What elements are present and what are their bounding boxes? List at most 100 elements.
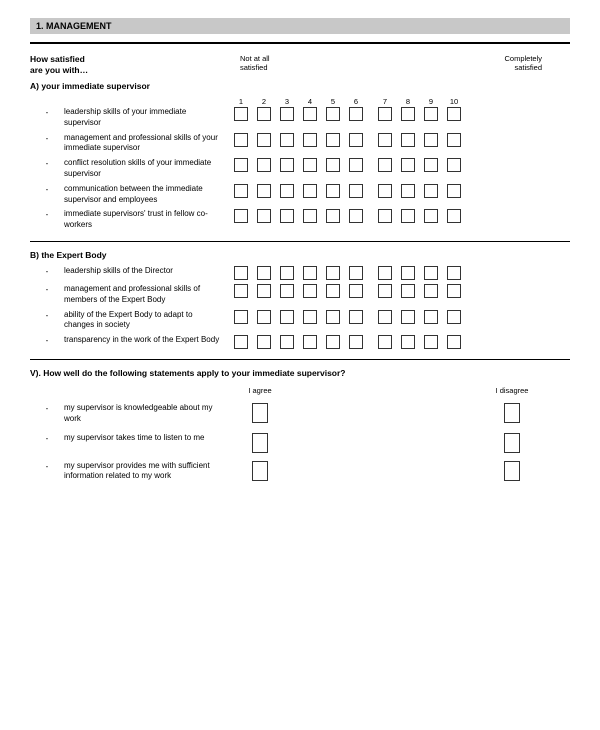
rating-checkbox[interactable] (349, 209, 363, 223)
rating-checkbox[interactable] (424, 266, 438, 280)
rating-checkbox[interactable] (349, 310, 363, 324)
rating-checkbox[interactable] (234, 107, 248, 121)
rating-checkbox[interactable] (303, 209, 317, 223)
rating-checkbox[interactable] (447, 335, 461, 349)
rating-checkbox[interactable] (401, 133, 415, 147)
rating-checkbox[interactable] (424, 133, 438, 147)
rating-checkbox[interactable] (401, 158, 415, 172)
rating-checkbox[interactable] (303, 158, 317, 172)
rating-checkbox[interactable] (257, 284, 271, 298)
rating-checkbox[interactable] (326, 266, 340, 280)
rating-checkbox[interactable] (280, 133, 294, 147)
disagree-checkbox[interactable] (504, 461, 520, 481)
rating-checkbox[interactable] (378, 133, 392, 147)
rating-checkbox[interactable] (234, 184, 248, 198)
rating-checkbox[interactable] (257, 158, 271, 172)
rating-checkbox[interactable] (257, 107, 271, 121)
rating-checkbox[interactable] (234, 209, 248, 223)
rating-checkbox[interactable] (378, 335, 392, 349)
anchor-disagree: I disagree (482, 386, 542, 395)
rating-checkbox[interactable] (447, 133, 461, 147)
rating-checkbox[interactable] (234, 158, 248, 172)
rating-checkbox[interactable] (349, 107, 363, 121)
rating-checkbox[interactable] (349, 158, 363, 172)
rating-checkbox[interactable] (424, 107, 438, 121)
rating-checkbox[interactable] (349, 284, 363, 298)
rating-checkbox[interactable] (326, 133, 340, 147)
rating-checkbox[interactable] (303, 310, 317, 324)
question-label: communication between the immediate supe… (64, 184, 230, 206)
rating-checkbox[interactable] (234, 335, 248, 349)
rating-checkbox[interactable] (401, 335, 415, 349)
rating-checkbox[interactable] (280, 158, 294, 172)
rating-checkbox[interactable] (424, 158, 438, 172)
rating-checkbox[interactable] (257, 133, 271, 147)
rating-checkbox[interactable] (326, 209, 340, 223)
rating-checkbox[interactable] (257, 310, 271, 324)
rating-checkbox[interactable] (257, 335, 271, 349)
rating-checkbox[interactable] (349, 335, 363, 349)
rating-checkbox[interactable] (378, 310, 392, 324)
rating-checkbox[interactable] (378, 184, 392, 198)
rating-checkbox[interactable] (280, 310, 294, 324)
rating-checkbox[interactable] (378, 266, 392, 280)
rating-checkbox[interactable] (303, 133, 317, 147)
rating-checkbox[interactable] (349, 184, 363, 198)
rating-checkbox[interactable] (257, 209, 271, 223)
disagree-checkbox[interactable] (504, 403, 520, 423)
agree-checkbox[interactable] (252, 433, 268, 453)
rating-checkbox[interactable] (424, 335, 438, 349)
rating-checkbox[interactable] (303, 107, 317, 121)
rating-checkbox[interactable] (401, 310, 415, 324)
rating-checkbox[interactable] (424, 209, 438, 223)
rating-checkbox[interactable] (257, 184, 271, 198)
rating-checkbox[interactable] (326, 184, 340, 198)
rating-checkbox[interactable] (401, 107, 415, 121)
rating-checkbox[interactable] (234, 133, 248, 147)
rating-checkbox[interactable] (447, 184, 461, 198)
rating-checkbox[interactable] (326, 335, 340, 349)
rating-checkbox[interactable] (447, 266, 461, 280)
rating-checkbox[interactable] (326, 284, 340, 298)
rating-checkbox[interactable] (234, 284, 248, 298)
rating-checkbox[interactable] (424, 284, 438, 298)
rating-checkbox[interactable] (424, 184, 438, 198)
rating-checkbox[interactable] (280, 184, 294, 198)
rating-checkbox[interactable] (378, 107, 392, 121)
rating-checkbox[interactable] (280, 266, 294, 280)
rating-checkbox[interactable] (280, 284, 294, 298)
rating-checkbox[interactable] (401, 184, 415, 198)
rating-checkbox[interactable] (401, 209, 415, 223)
rating-checkbox[interactable] (326, 107, 340, 121)
agree-checkbox[interactable] (252, 403, 268, 423)
rating-checkbox[interactable] (326, 310, 340, 324)
rating-checkbox[interactable] (378, 209, 392, 223)
rating-checkbox[interactable] (303, 284, 317, 298)
rating-checkbox[interactable] (447, 209, 461, 223)
rating-checkbox[interactable] (401, 284, 415, 298)
rating-checkbox[interactable] (280, 335, 294, 349)
rating-checkbox[interactable] (349, 266, 363, 280)
rating-checkbox[interactable] (447, 107, 461, 121)
rating-checkbox[interactable] (280, 209, 294, 223)
rating-checkbox[interactable] (257, 266, 271, 280)
rating-checkbox[interactable] (447, 284, 461, 298)
rating-checkbox[interactable] (349, 133, 363, 147)
rating-checkbox[interactable] (234, 310, 248, 324)
rating-checkbox[interactable] (303, 335, 317, 349)
rating-checkbox[interactable] (303, 184, 317, 198)
rating-checkbox[interactable] (280, 107, 294, 121)
bullet: - (30, 335, 64, 345)
rating-checkbox[interactable] (424, 310, 438, 324)
rating-checkbox[interactable] (234, 266, 248, 280)
rating-checkbox[interactable] (401, 266, 415, 280)
rating-checkbox[interactable] (326, 158, 340, 172)
rating-checkbox[interactable] (303, 266, 317, 280)
disagree-checkbox[interactable] (504, 433, 520, 453)
question-row: -communication between the immediate sup… (30, 184, 570, 206)
rating-checkbox[interactable] (378, 284, 392, 298)
rating-checkbox[interactable] (378, 158, 392, 172)
agree-checkbox[interactable] (252, 461, 268, 481)
rating-checkbox[interactable] (447, 310, 461, 324)
rating-checkbox[interactable] (447, 158, 461, 172)
